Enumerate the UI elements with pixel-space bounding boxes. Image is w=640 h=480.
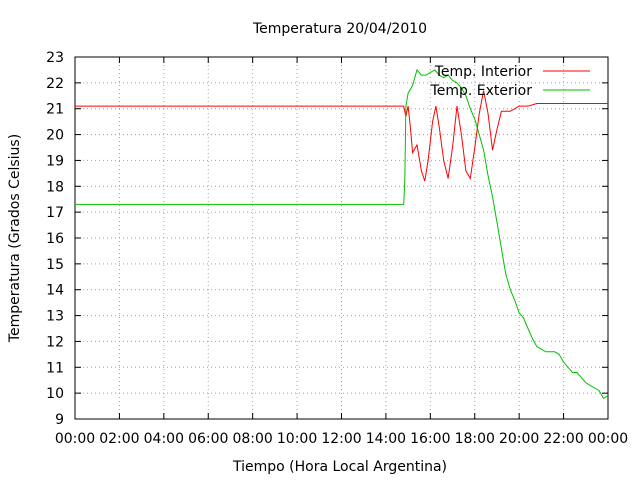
y-tick-label: 15 (46, 257, 64, 273)
x-tick-label: 02:00 (99, 431, 139, 447)
x-tick-label: 20:00 (499, 431, 539, 447)
chart-title: Temperatura 20/04/2010 (252, 21, 427, 37)
x-tick-label: 22:00 (543, 431, 583, 447)
x-tick-label: 12:00 (321, 431, 361, 447)
y-tick-label: 9 (55, 412, 64, 428)
y-tick-label: 14 (46, 283, 64, 299)
x-tick-label: 10:00 (277, 431, 317, 447)
y-tick-label: 21 (46, 102, 64, 118)
y-axis-label: Temperatura (Grados Celsius) (7, 134, 23, 343)
x-tick-label: 00:00 (55, 431, 95, 447)
y-tick-label: 12 (46, 334, 64, 350)
y-axis: 9 10 11 12 13 14 15 16 17 18 19 20 21 22 23 (46, 50, 608, 428)
y-tick-label: 23 (46, 50, 64, 66)
series-line-2 (75, 68, 609, 399)
y-tick-label: 22 (46, 76, 64, 92)
y-tick-label: 20 (46, 128, 64, 144)
series-line-1 (75, 90, 608, 182)
y-tick-label: 11 (46, 360, 64, 376)
legend-label: Temp. Exterior (430, 83, 533, 99)
x-tick-label: 04:00 (144, 431, 184, 447)
y-tick-label: 10 (46, 386, 64, 402)
y-tick-label: 19 (46, 153, 64, 169)
legend: Temp. Interior Temp. Exterior (430, 64, 590, 99)
x-tick-label: 08:00 (232, 431, 272, 447)
x-tick-label: 18:00 (455, 431, 495, 447)
x-axis-label: Tiempo (Hora Local Argentina) (232, 459, 447, 475)
x-tick-label: 00:00 (588, 431, 628, 447)
grid (75, 57, 608, 419)
series-lines (75, 68, 609, 399)
legend-label: Temp. Interior (434, 64, 533, 80)
y-tick-label: 16 (46, 231, 64, 247)
x-axis: 00:00 02:00 04:00 06:00 08:00 10:00 12:00 14:00… (55, 57, 628, 447)
x-tick-label: 14:00 (366, 431, 406, 447)
y-tick-label: 17 (46, 205, 64, 221)
y-tick-label: 18 (46, 179, 64, 195)
x-tick-label: 06:00 (188, 431, 228, 447)
x-tick-label: 16:00 (410, 431, 450, 447)
y-tick-label: 13 (46, 309, 64, 325)
